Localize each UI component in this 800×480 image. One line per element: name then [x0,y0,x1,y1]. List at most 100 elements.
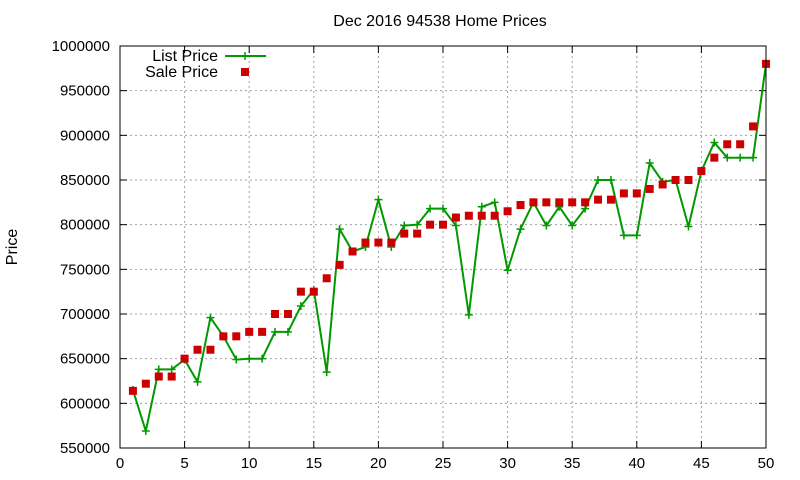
y-tick-label: 600000 [60,395,110,412]
sale-price-point [219,332,228,341]
list-price-point [749,153,758,162]
sale-price-point [723,140,732,149]
legend-label-list-price: List Price [152,48,218,65]
list-price-point [619,231,628,240]
plot-border [119,45,767,449]
x-tick-label: 45 [693,455,710,472]
sale-price-point [542,198,551,207]
sale-price-point [645,184,654,193]
sale-price-point [167,372,176,381]
sale-price-point [154,372,163,381]
list-price-point [206,313,215,322]
sale-price-point [451,213,460,222]
sale-price-point [180,354,189,363]
list-price-point [271,327,280,336]
sale-price-point [477,211,486,220]
x-tick-label: 15 [305,455,322,472]
sale-price-point [619,189,628,198]
list-price-point [335,225,344,234]
sale-price-point [322,274,331,283]
sale-price-point [206,345,215,354]
sale-price-point [387,238,396,247]
sale-price-point [581,198,590,207]
list-price-point [283,327,292,336]
x-tick-label: 30 [499,455,516,472]
list-price-point [413,220,422,229]
chart-title: Dec 2016 94538 Home Prices [333,13,546,30]
sale-price-point [606,195,615,204]
list-price-point [503,266,512,275]
y-tick-label: 700000 [60,306,110,323]
y-tick-label: 650000 [60,351,110,368]
grid-lines [120,46,766,448]
series-list-price [128,59,770,436]
x-tick-label: 0 [116,455,124,472]
list-price-point [296,301,305,310]
sale-price-point [671,176,680,184]
list-price-point [490,198,499,207]
x-tick-label: 5 [180,455,188,472]
sale-price-point [232,332,241,341]
y-tick-label: 900000 [60,127,110,144]
sale-price-point [555,198,564,207]
y-tick-label: 1000000 [52,38,110,55]
sale-price-point [141,379,150,388]
sale-price-point [283,310,292,318]
list-price-point [645,159,654,168]
sale-price-point [503,207,512,216]
sale-price-point [361,238,370,247]
x-tick-labels: 0 5 10 15 20 25 30 35 40 45 50 [116,455,775,472]
sale-price-point [529,198,538,207]
list-price-point [542,221,551,230]
legend: List Price Sale Price [145,48,266,81]
legend-marker-sale-price [241,68,249,76]
list-price-point [736,153,745,162]
sale-price-point [632,189,641,198]
list-price-point [232,355,241,364]
list-price-point [464,310,473,319]
list-price-point [606,176,615,184]
sale-price-point [736,140,745,149]
sale-price-point [516,201,525,210]
sale-price-point [710,153,719,162]
sale-price-point [348,247,357,256]
sale-price-point [374,238,383,247]
sale-price-point [490,211,499,220]
sale-price-point [697,167,706,176]
list-price-point [154,365,163,374]
sale-price-point [439,220,447,229]
x-tick-label: 40 [628,455,645,472]
list-price-point [723,153,732,162]
x-tick-label: 35 [564,455,581,472]
y-tick-label: 750000 [60,261,110,278]
legend-marker-list-price [241,52,249,60]
list-price-point [374,195,383,204]
x-tick-label: 10 [241,455,258,472]
sale-price-point [594,195,603,204]
list-price-point [516,225,525,234]
sale-price-point [568,198,577,207]
list-price-point [684,222,693,231]
list-price-point [477,202,486,211]
sale-price-point [128,386,137,395]
list-price-point [167,365,176,374]
y-tick-label: 800000 [60,217,110,234]
sale-price-point [309,287,318,296]
sale-price-point [271,310,280,318]
series-sale-price [128,59,770,395]
list-price-point [594,176,603,184]
list-price-point [439,204,447,213]
y-tick-label: 950000 [60,83,110,100]
sale-price-point [400,229,409,238]
list-price-point [258,354,267,363]
list-price-point [322,368,331,377]
list-price-point [451,221,460,230]
list-price-point [710,138,719,147]
list-price-point [193,377,202,386]
y-tick-labels: 550000 600000 650000 700000 750000 800000 8500… [52,38,110,457]
sale-price-point [193,345,202,354]
x-tick-label: 20 [370,455,387,472]
sale-price-point [464,211,473,220]
sale-price-point [258,327,267,336]
sale-price-point [413,229,422,238]
